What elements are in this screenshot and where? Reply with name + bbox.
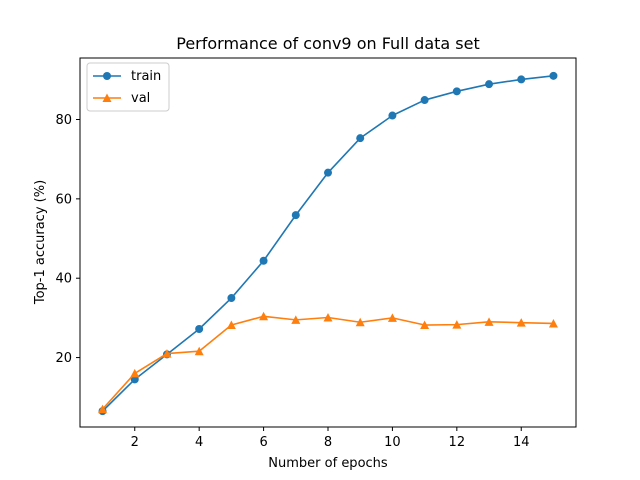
y-tick-label: 40	[55, 272, 72, 287]
train-point	[452, 87, 461, 96]
y-axis-label: Top-1 accuracy (%)	[33, 180, 48, 305]
train-point	[259, 256, 268, 265]
val-point	[387, 313, 397, 322]
val-point	[355, 317, 365, 327]
x-axis-label: Number of epochs	[268, 456, 388, 471]
train-point	[549, 71, 558, 80]
y-tick-label: 20	[55, 351, 72, 366]
legend: train val	[86, 62, 170, 112]
train-point	[227, 294, 236, 303]
train-point	[388, 111, 397, 120]
x-tick-label: 2	[131, 435, 139, 450]
val-point	[226, 320, 236, 330]
train-point	[356, 134, 365, 143]
y-axis-ticks: 20 40 60 80	[55, 113, 80, 366]
legend-train-marker	[103, 72, 111, 80]
val-point	[452, 320, 462, 329]
x-tick-label: 4	[195, 435, 203, 450]
val-point	[420, 320, 430, 330]
legend-train-label: train	[131, 69, 161, 84]
legend-val-label: val	[131, 91, 150, 106]
train-point	[485, 80, 494, 89]
legend-val-marker	[102, 93, 112, 102]
val-point	[259, 311, 269, 321]
x-tick-label: 8	[324, 435, 332, 450]
series-layer	[98, 71, 558, 416]
x-tick-label: 6	[259, 435, 267, 450]
val-point	[130, 368, 140, 378]
plot-area	[80, 58, 576, 427]
y-tick-label: 80	[55, 113, 72, 128]
train-point	[291, 211, 300, 220]
train-point	[195, 324, 204, 333]
val-point	[194, 346, 204, 356]
val-point	[484, 317, 494, 326]
val-point	[98, 404, 108, 414]
val-point	[516, 318, 526, 327]
x-axis-ticks: 2 4 6 8 10 12 14	[131, 427, 530, 450]
y-tick-label: 60	[55, 192, 72, 207]
x-tick-label: 12	[449, 435, 466, 450]
val-point	[323, 312, 333, 322]
train-point	[420, 96, 429, 105]
val-point	[162, 349, 172, 358]
train-point	[324, 168, 332, 177]
train-point	[517, 75, 526, 84]
x-tick-label: 14	[513, 435, 530, 450]
val-point	[548, 318, 558, 328]
val-point	[291, 315, 301, 324]
chart-title: Performance of conv9 on Full data set	[176, 34, 479, 53]
x-tick-label: 10	[384, 435, 401, 450]
